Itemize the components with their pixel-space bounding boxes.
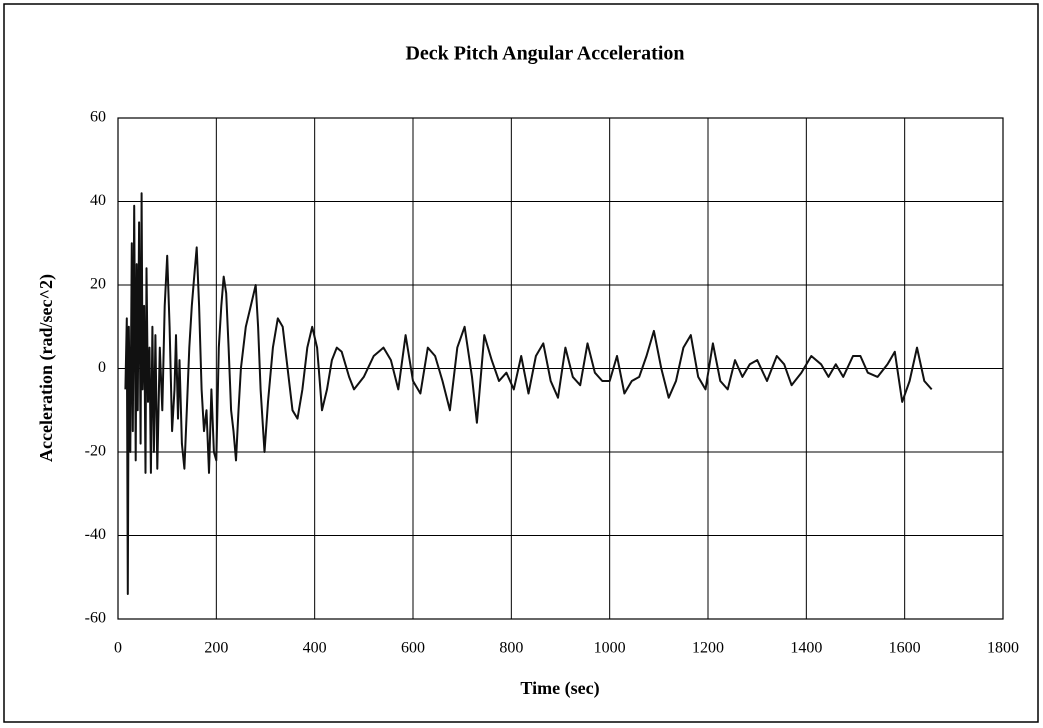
y-tick-label: -40	[85, 526, 106, 543]
x-tick-label: 600	[401, 640, 425, 657]
x-axis-label: Time (sec)	[520, 678, 599, 699]
x-tick-label: 800	[499, 640, 523, 657]
x-tick-label: 0	[114, 640, 122, 657]
x-tick-label: 1200	[692, 640, 724, 657]
y-tick-label: 40	[90, 192, 106, 209]
y-tick-label: 0	[98, 359, 106, 376]
x-tick-label: 200	[204, 640, 228, 657]
y-tick-label: -20	[85, 443, 106, 460]
y-axis-label: Acceleration (rad/sec^2)	[36, 274, 57, 462]
y-tick-label: 60	[90, 109, 106, 126]
x-tick-label: 1600	[889, 640, 921, 657]
y-tick-label: 20	[90, 276, 106, 293]
x-tick-label: 1000	[594, 640, 626, 657]
x-tick-label: 1800	[987, 640, 1019, 657]
x-tick-label: 1400	[790, 640, 822, 657]
y-tick-label: -60	[85, 610, 106, 627]
data-line	[124, 192, 933, 595]
plot-border	[117, 117, 1004, 620]
chart-title: Deck Pitch Angular Acceleration	[405, 43, 684, 65]
x-tick-label: 400	[303, 640, 327, 657]
